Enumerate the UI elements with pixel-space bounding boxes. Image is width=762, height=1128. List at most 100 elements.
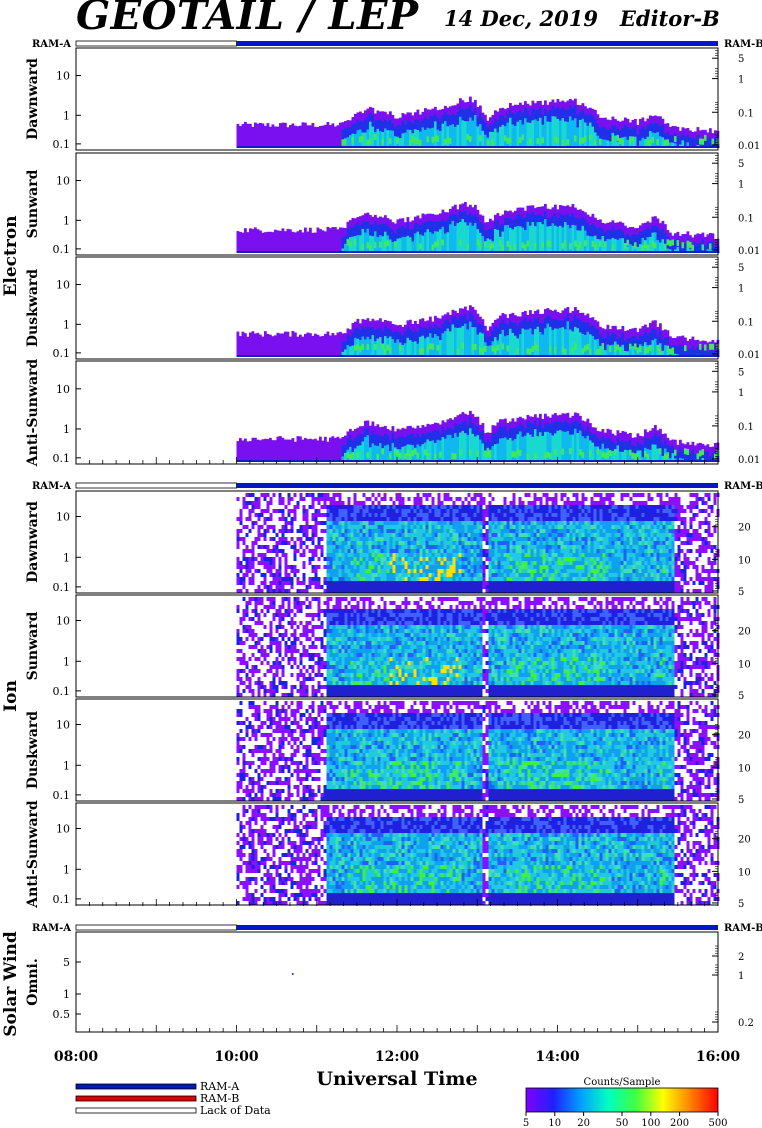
right-tick-label: 5 [738, 795, 744, 806]
panel-label: Dawnward [25, 58, 41, 140]
colorbar-tick-label: 20 [577, 1118, 590, 1128]
panel-border [75, 594, 719, 698]
left-tick-label: 0.1 [53, 789, 71, 802]
ram-a-label: RAM-A [32, 481, 71, 492]
colorbar-title: Counts/Sample [584, 1077, 661, 1088]
electron-panel-anti-sunward [236, 410, 720, 462]
legend-label: RAM-A [200, 1080, 240, 1093]
electron-panel-sunward [236, 201, 720, 253]
colorbar-tick-label: 50 [616, 1118, 629, 1128]
group-label-ion: Ion [1, 680, 21, 712]
ion-panel-dawnward [236, 493, 720, 593]
ion-panel-sunward [236, 597, 720, 697]
time-axis [75, 457, 719, 464]
group-label-solar-wind: Solar Wind [1, 931, 21, 1037]
ram-b-label: RAM-B [724, 481, 762, 492]
ram-a-label: RAM-A [32, 39, 71, 50]
right-tick-label: 20 [738, 523, 751, 534]
right-tick-label: 1 [738, 971, 744, 982]
panel-frame-i2: Duskward 10 1 0.1 20 10 5 [25, 698, 751, 806]
left-tick-label: 10 [56, 823, 70, 836]
right-tick-label: 0.2 [738, 1018, 754, 1029]
left-tick-label: 0.1 [53, 347, 71, 360]
time-label: 16:00 [696, 1049, 740, 1065]
right-tick-label: 1 [738, 388, 744, 399]
panel-label: Duskward [25, 711, 41, 789]
left-tick-label: 1 [63, 551, 70, 564]
left-tick-label: 10 [56, 615, 70, 628]
lack-of-data-bar [75, 924, 237, 931]
panel-frame-e0: Dawnward 10 1 0.1 5 1 0.1 0.01 [25, 47, 760, 152]
legend-label: Lack of Data [200, 1104, 271, 1117]
electron-panel-duskward [236, 305, 720, 357]
left-tick-label: 1 [63, 318, 70, 331]
ram-b-label: RAM-B [724, 39, 762, 50]
right-tick-label: 0.1 [738, 213, 754, 224]
ram-a-bar [236, 483, 718, 488]
right-tick-label: 5 [738, 263, 744, 274]
panel-label: Sunward [25, 611, 41, 680]
time-label: 10:00 [214, 1049, 258, 1065]
left-tick-label: 10 [56, 383, 70, 396]
legend-swatch [75, 1095, 197, 1102]
legend-swatch [75, 1107, 197, 1114]
right-tick-label: 0.1 [738, 317, 754, 328]
right-tick-label: 10 [738, 763, 751, 774]
panel-border [75, 47, 719, 151]
panel-label: Duskward [25, 269, 41, 347]
group-label-electron: Electron [1, 215, 21, 296]
left-tick-label: 5 [63, 956, 70, 969]
page-title: GEOTAIL / LEP [76, 0, 419, 39]
page-subtitle: 14 Dec, 2019 Editor-B [444, 6, 720, 31]
colorbar-tick-label: 100 [641, 1118, 660, 1128]
colorbar-tick-label: 200 [670, 1118, 689, 1128]
colorbar: Counts/Sample 5 10 20 50 100 200 500 [523, 1077, 728, 1128]
right-tick-label: 5 [738, 899, 744, 910]
left-tick-label: 10 [56, 70, 70, 83]
left-tick-label: 10 [56, 511, 70, 524]
panel-border [75, 490, 719, 594]
panel-label: Sunward [25, 169, 41, 238]
colorbar-gradient [525, 1087, 719, 1113]
right-tick-label: 5 [738, 159, 744, 170]
left-tick-label: 1 [63, 759, 70, 772]
panel-frame-e2: Duskward 10 1 0.1 5 1 0.1 0.01 [25, 256, 760, 361]
legend-label: RAM-B [200, 1092, 239, 1105]
panel-border [75, 152, 719, 256]
ion-status-bar: RAM-A RAM-B [32, 481, 762, 492]
lack-of-data-bar [75, 40, 237, 47]
right-tick-label: 0.01 [738, 141, 760, 152]
panel-border [75, 256, 719, 360]
electron-panel-dawnward [236, 96, 720, 148]
left-tick-label: 0.5 [53, 1008, 71, 1021]
panel-label: Omni. [25, 958, 41, 1005]
time-label: 14:00 [535, 1049, 579, 1065]
panel-frame-i0: Dawnward 10 1 0.1 20 10 5 [25, 490, 751, 598]
left-tick-label: 1 [63, 655, 70, 668]
right-tick-label: 20 [738, 627, 751, 638]
left-tick-label: 0.1 [53, 893, 71, 906]
left-tick-label: 0.1 [53, 243, 71, 256]
left-tick-label: 1 [63, 423, 70, 436]
right-tick-label: 0.1 [738, 108, 754, 119]
panel-border [75, 698, 719, 802]
panel-label: Anti-Sunward [25, 359, 41, 468]
ram-a-label: RAM-A [32, 923, 71, 934]
left-tick-label: 1 [63, 863, 70, 876]
time-axis [75, 1025, 719, 1032]
colorbar-tick-label: 5 [523, 1118, 529, 1128]
right-tick-label: 0.1 [738, 422, 754, 433]
solar-wind-dot [292, 973, 294, 975]
ram-b-label: RAM-B [724, 923, 762, 934]
left-tick-label: 0.1 [53, 685, 71, 698]
right-tick-label: 0.01 [738, 455, 760, 466]
solar-wind-status-bar: RAM-A RAM-B [32, 923, 762, 934]
colorbar-tick-label: 500 [708, 1118, 727, 1128]
panel-frame-i1: Sunward 10 1 0.1 20 10 5 [25, 594, 751, 702]
right-tick-label: 1 [738, 180, 744, 191]
right-tick-label: 5 [738, 367, 744, 378]
right-tick-label: 1 [738, 284, 744, 295]
lack-of-data-bar [75, 482, 237, 489]
